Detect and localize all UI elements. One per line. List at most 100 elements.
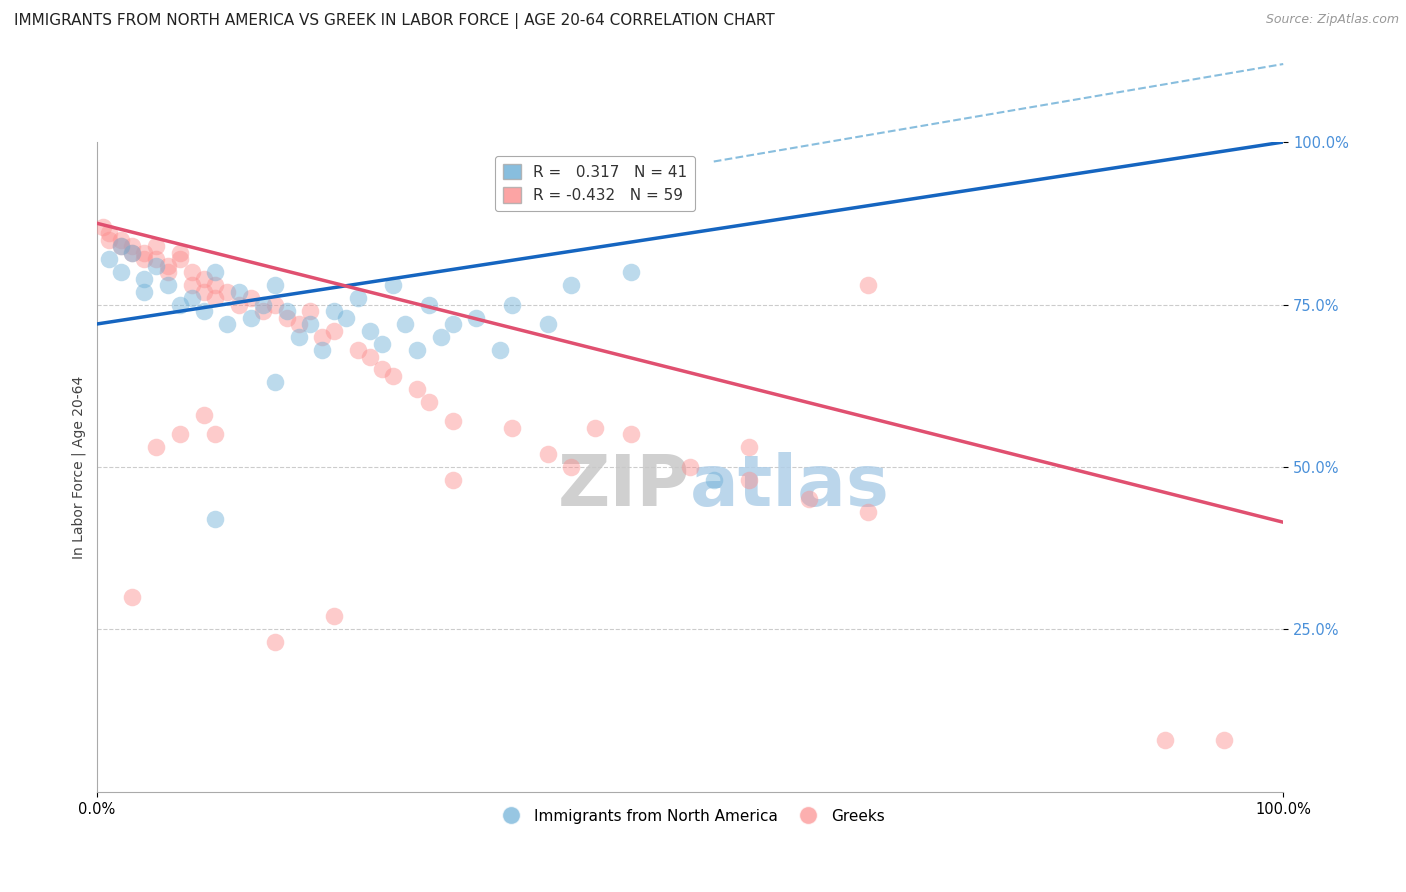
- Point: [359, 324, 381, 338]
- Point: [465, 310, 488, 325]
- Point: [620, 427, 643, 442]
- Point: [323, 324, 346, 338]
- Point: [441, 317, 464, 331]
- Point: [797, 492, 820, 507]
- Point: [418, 395, 440, 409]
- Point: [347, 343, 370, 357]
- Point: [97, 226, 120, 240]
- Point: [287, 317, 309, 331]
- Point: [359, 350, 381, 364]
- Point: [406, 382, 429, 396]
- Point: [228, 285, 250, 299]
- Y-axis label: In Labor Force | Age 20-64: In Labor Force | Age 20-64: [72, 376, 86, 558]
- Point: [263, 278, 285, 293]
- Point: [276, 310, 298, 325]
- Point: [287, 330, 309, 344]
- Point: [193, 304, 215, 318]
- Point: [323, 609, 346, 624]
- Point: [335, 310, 357, 325]
- Point: [180, 291, 202, 305]
- Point: [489, 343, 512, 357]
- Point: [97, 252, 120, 266]
- Point: [679, 460, 702, 475]
- Point: [394, 317, 416, 331]
- Point: [856, 506, 879, 520]
- Point: [193, 408, 215, 422]
- Point: [370, 362, 392, 376]
- Point: [110, 239, 132, 253]
- Point: [560, 278, 582, 293]
- Point: [311, 343, 333, 357]
- Point: [583, 421, 606, 435]
- Point: [347, 291, 370, 305]
- Point: [441, 415, 464, 429]
- Point: [169, 252, 191, 266]
- Point: [217, 317, 239, 331]
- Point: [311, 330, 333, 344]
- Point: [738, 441, 761, 455]
- Point: [193, 271, 215, 285]
- Text: atlas: atlas: [690, 452, 890, 521]
- Point: [430, 330, 453, 344]
- Point: [537, 447, 560, 461]
- Point: [134, 245, 156, 260]
- Point: [620, 265, 643, 279]
- Point: [276, 304, 298, 318]
- Point: [97, 233, 120, 247]
- Point: [217, 285, 239, 299]
- Point: [121, 239, 143, 253]
- Point: [110, 233, 132, 247]
- Point: [145, 259, 167, 273]
- Point: [263, 376, 285, 390]
- Point: [856, 278, 879, 293]
- Point: [121, 245, 143, 260]
- Point: [145, 252, 167, 266]
- Point: [501, 297, 523, 311]
- Point: [134, 285, 156, 299]
- Point: [738, 473, 761, 487]
- Point: [560, 460, 582, 475]
- Point: [180, 265, 202, 279]
- Point: [157, 259, 180, 273]
- Point: [180, 278, 202, 293]
- Point: [382, 369, 405, 384]
- Point: [204, 265, 226, 279]
- Text: IMMIGRANTS FROM NORTH AMERICA VS GREEK IN LABOR FORCE | AGE 20-64 CORRELATION CH: IMMIGRANTS FROM NORTH AMERICA VS GREEK I…: [14, 13, 775, 29]
- Point: [169, 245, 191, 260]
- Point: [110, 265, 132, 279]
- Point: [703, 473, 725, 487]
- Point: [91, 219, 114, 234]
- Text: Source: ZipAtlas.com: Source: ZipAtlas.com: [1265, 13, 1399, 27]
- Point: [157, 265, 180, 279]
- Point: [145, 239, 167, 253]
- Point: [1212, 733, 1234, 747]
- Point: [263, 635, 285, 649]
- Point: [134, 271, 156, 285]
- Point: [406, 343, 429, 357]
- Point: [1153, 733, 1175, 747]
- Point: [501, 421, 523, 435]
- Point: [134, 252, 156, 266]
- Point: [418, 297, 440, 311]
- Point: [228, 297, 250, 311]
- Text: ZIP: ZIP: [558, 452, 690, 521]
- Point: [537, 317, 560, 331]
- Point: [204, 291, 226, 305]
- Point: [299, 304, 322, 318]
- Point: [252, 297, 274, 311]
- Point: [145, 441, 167, 455]
- Point: [204, 278, 226, 293]
- Point: [323, 304, 346, 318]
- Point: [204, 512, 226, 526]
- Point: [110, 239, 132, 253]
- Point: [441, 473, 464, 487]
- Point: [240, 310, 263, 325]
- Point: [169, 427, 191, 442]
- Point: [169, 297, 191, 311]
- Point: [193, 285, 215, 299]
- Point: [370, 336, 392, 351]
- Point: [240, 291, 263, 305]
- Point: [204, 427, 226, 442]
- Point: [299, 317, 322, 331]
- Point: [252, 304, 274, 318]
